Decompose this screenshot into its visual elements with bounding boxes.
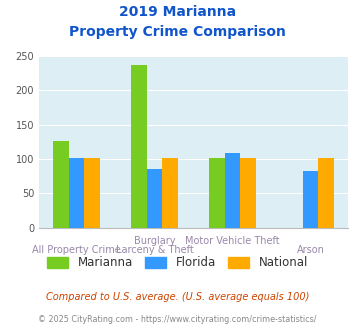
Bar [147,169,162,228]
Bar [225,153,240,228]
Bar [303,171,318,228]
Text: Motor Vehicle Theft: Motor Vehicle Theft [185,236,280,246]
Text: Larceny & Theft: Larceny & Theft [116,245,193,255]
Bar [131,65,147,228]
Bar [84,158,100,228]
Bar [209,158,225,228]
Bar [318,158,334,228]
Legend: Marianna, Florida, National: Marianna, Florida, National [43,252,312,274]
Text: Compared to U.S. average. (U.S. average equals 100): Compared to U.S. average. (U.S. average … [46,292,309,302]
Text: 2019 Marianna: 2019 Marianna [119,5,236,19]
Bar [240,158,256,228]
Bar [162,158,178,228]
Bar [53,141,69,228]
Text: Burglary: Burglary [134,236,175,246]
Text: Property Crime Comparison: Property Crime Comparison [69,25,286,39]
Bar [69,158,84,228]
Text: All Property Crime: All Property Crime [32,245,121,255]
Text: Arson: Arson [296,245,324,255]
Text: © 2025 CityRating.com - https://www.cityrating.com/crime-statistics/: © 2025 CityRating.com - https://www.city… [38,315,317,324]
